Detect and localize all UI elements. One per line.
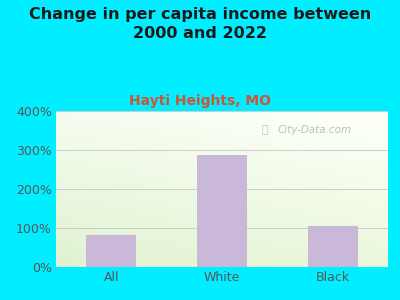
- Text: Change in per capita income between
2000 and 2022: Change in per capita income between 2000…: [29, 8, 371, 41]
- Bar: [197, 155, 247, 267]
- Text: ⓘ: ⓘ: [262, 125, 268, 135]
- Bar: [86, 235, 136, 267]
- Text: Hayti Heights, MO: Hayti Heights, MO: [129, 94, 271, 109]
- Bar: [308, 226, 358, 267]
- Text: City-Data.com: City-Data.com: [278, 125, 352, 135]
